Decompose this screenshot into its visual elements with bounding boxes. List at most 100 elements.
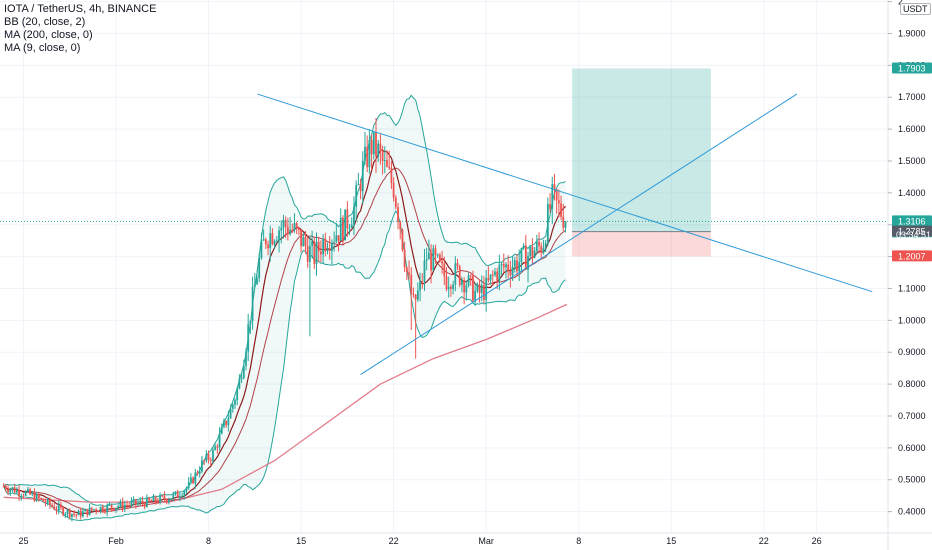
stop-zone (572, 231, 711, 257)
candle-body (403, 249, 406, 268)
candle-body (2, 486, 5, 488)
candle-body (20, 495, 23, 497)
legend-ma9[interactable]: MA (9, close, 0) (4, 42, 81, 54)
candle-body (15, 489, 18, 493)
time-tick-label: 15 (296, 536, 306, 546)
candle-body (467, 275, 470, 286)
legend-ma200[interactable]: MA (200, close, 0) (4, 29, 93, 41)
candle-body (178, 496, 181, 498)
candle-body (505, 264, 507, 268)
candle-body (408, 272, 410, 275)
candle-body (311, 241, 313, 246)
legend-bb[interactable]: BB (20, close, 2) (4, 16, 86, 28)
candle-body (280, 227, 283, 231)
candle-body (174, 491, 177, 494)
candle-body (256, 278, 258, 285)
candle-body (64, 513, 67, 515)
candle-body (557, 200, 560, 204)
candle-body (238, 378, 241, 389)
candle-body (141, 500, 144, 504)
candle-body (350, 224, 353, 228)
candle-body (99, 506, 102, 512)
long-position-tool[interactable] (572, 68, 711, 257)
candle-body (306, 246, 309, 262)
candle-body (405, 267, 408, 273)
candle-body (447, 286, 450, 290)
bb-lower (3, 209, 566, 522)
candle-body (472, 275, 474, 301)
candle-body (126, 504, 128, 506)
candle-body (423, 260, 426, 282)
chart-legend: IOTA / TetherUS, 4h, BINANCE BB (20, clo… (4, 3, 156, 55)
candle-body (33, 492, 36, 501)
candle-body (434, 248, 437, 256)
candle-body (317, 241, 320, 252)
candle-body (313, 241, 316, 264)
candle-body (249, 320, 252, 325)
candle-body (71, 513, 73, 518)
price-label-box (892, 250, 932, 262)
price-tick-label: 0.4000 (898, 507, 926, 517)
candle-body (425, 259, 428, 261)
candle-body (104, 511, 106, 513)
candle-body (511, 266, 514, 276)
candle-body (498, 264, 501, 281)
candle-body (430, 252, 432, 271)
candle-body (410, 274, 413, 294)
candle-body (315, 241, 318, 264)
candle-body (436, 254, 439, 256)
price-axis-background (888, 0, 932, 550)
candle-body (62, 507, 65, 515)
candle-body (223, 420, 225, 427)
candle-body (538, 241, 540, 246)
candle-body (432, 248, 435, 271)
candle-body (216, 446, 219, 448)
candle-body (300, 229, 302, 247)
candle-body (137, 502, 139, 505)
candle-body (441, 261, 443, 264)
time-tick-label: 25 (18, 536, 28, 546)
price-label-text: 1.3106 (898, 216, 926, 226)
legend-symbol[interactable]: IOTA / TetherUS, 4h, BINANCE (4, 3, 157, 15)
candle-body (392, 182, 395, 198)
candle-body (333, 241, 336, 243)
candle-body (187, 481, 190, 488)
candle-body (172, 493, 175, 499)
candle-body (320, 251, 322, 255)
candle-body (46, 499, 49, 504)
time-tick-label: 8 (206, 536, 211, 546)
candle-body (75, 514, 78, 516)
price-unit-badge[interactable]: USDT (900, 3, 931, 15)
candle-body (372, 132, 375, 155)
candle-body (295, 223, 298, 228)
candle-body (487, 277, 490, 281)
candle-body (159, 495, 161, 503)
candle-body (88, 507, 91, 516)
price-tick-label: 0.8000 (898, 379, 926, 389)
candle-body (527, 255, 529, 270)
candle-body (458, 266, 461, 285)
trendlines[interactable] (0, 93, 888, 375)
price-tick-label: 1.1000 (898, 283, 926, 293)
candle-body (476, 284, 479, 291)
candle-body (44, 501, 47, 504)
price-tick-label: 0.9000 (898, 347, 926, 357)
candle-body (242, 365, 245, 379)
time-tick-label: 22 (759, 536, 769, 546)
candle-body (262, 239, 265, 241)
candle-body (269, 233, 272, 249)
candle-body (209, 459, 212, 461)
candle-body (205, 454, 208, 461)
candle-body (397, 207, 399, 222)
candle-body (185, 487, 188, 491)
profit-zone (572, 68, 711, 232)
candle-body (271, 233, 274, 245)
candle-body (289, 229, 291, 235)
candle-body (465, 285, 468, 293)
candle-body (95, 509, 98, 511)
candle-body (549, 203, 551, 209)
